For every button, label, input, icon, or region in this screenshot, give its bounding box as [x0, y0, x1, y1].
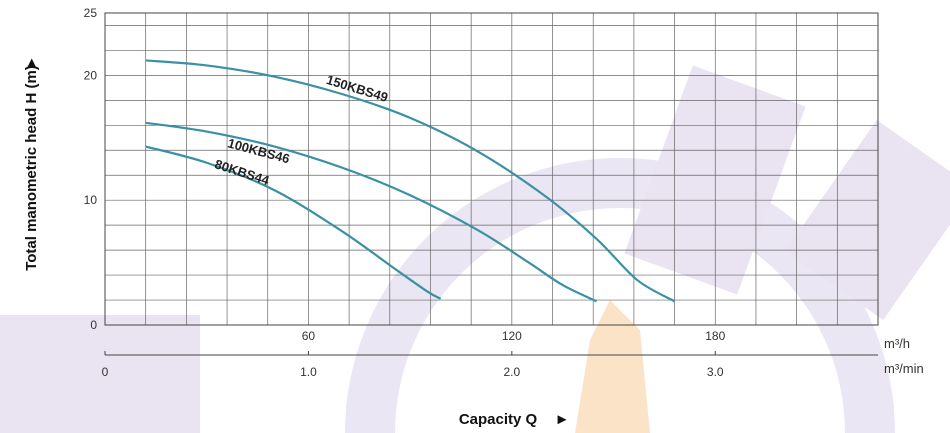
x-axis-title: Capacity Q — [459, 411, 538, 428]
grid — [104, 12, 879, 326]
series-lines — [145, 59, 676, 303]
y-tick-label: 25 — [84, 6, 98, 20]
x2-tick-label: 3.0 — [707, 365, 724, 379]
x-tick-labels: 60 120 180 — [302, 329, 726, 343]
x-axis-arrow: ► — [555, 411, 570, 428]
watermark-tooth — [784, 120, 950, 320]
y-tick-labels: 0 10 20 25 — [84, 6, 98, 332]
y-axis-title: Total manometric head H (m) — [23, 65, 40, 271]
x2-tick-label: 1.0 — [300, 365, 317, 379]
series-line-150KBS49 — [145, 59, 676, 303]
watermark-gear — [0, 65, 950, 433]
series-line-100KBS46 — [145, 121, 598, 303]
series-label-80KBS44: 80KBS44 — [213, 156, 272, 188]
secondary-x-axis: 0 1.0 2.0 3.0 — [102, 351, 878, 379]
y-tick-label: 0 — [90, 318, 97, 332]
x-tick-label: 120 — [502, 329, 522, 343]
x-unit-label: m³/h — [884, 336, 910, 351]
x2-tick-label: 0 — [102, 365, 109, 379]
watermark-ring — [345, 158, 895, 433]
x-tick-label: 180 — [705, 329, 725, 343]
x-tick-label: 60 — [302, 329, 316, 343]
series-line-80KBS44 — [145, 145, 442, 300]
y-axis-arrow: ► — [23, 56, 40, 71]
watermark-flame — [575, 300, 650, 433]
y-tick-label: 10 — [84, 193, 98, 207]
watermark-tooth — [0, 315, 200, 433]
plot-frame — [104, 12, 879, 326]
x2-unit-label: m³/min — [884, 361, 924, 376]
y-tick-label: 20 — [84, 68, 98, 82]
x2-tick-label: 2.0 — [503, 365, 520, 379]
